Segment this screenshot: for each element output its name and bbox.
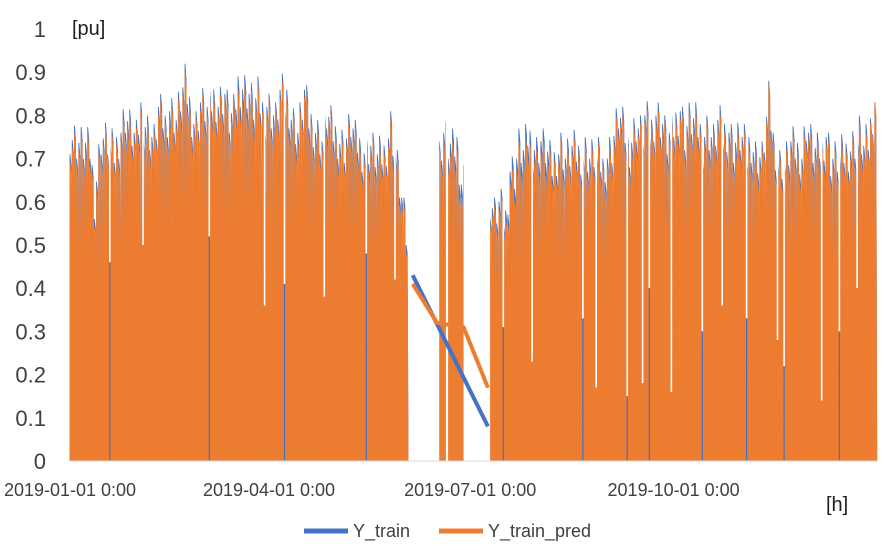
- y-axis-label: [pu]: [72, 18, 105, 40]
- gap-region: [445, 29, 449, 461]
- x-tick-label: 2019-10-01 0:00: [608, 480, 740, 500]
- dip-notch: [109, 29, 111, 263]
- dip-notch: [531, 29, 533, 362]
- series-line-y-train-pred: [411, 282, 490, 389]
- dip-notch: [595, 29, 597, 388]
- dip-notch: [721, 29, 723, 306]
- y-tick-label: 0.9: [15, 60, 46, 85]
- dip-notch: [745, 29, 748, 319]
- dip-notch: [502, 29, 505, 328]
- x-axis-label: [h]: [826, 494, 848, 516]
- y-tick-label: 1: [34, 17, 46, 42]
- y-tick-label: 0.2: [15, 363, 46, 388]
- axes: 0 0.1 0.2 0.3 0.4 0.5 0.6 0.7 0.8 0.9 1 2019-01-01 …: [4, 17, 877, 500]
- y-tick-label: 0.4: [15, 276, 46, 301]
- x-tick-label: 2019-07-01 0:00: [404, 480, 536, 500]
- dip-notch: [394, 29, 396, 280]
- gap-region: [410, 29, 440, 461]
- y-tick-label: 0.6: [15, 190, 46, 215]
- x-tick-label: 2019-01-01 0:00: [4, 480, 136, 500]
- dip-notch: [820, 29, 823, 401]
- dip-notch: [626, 29, 628, 397]
- legend-label-y-train: Y_train: [353, 521, 410, 542]
- dip-notch: [582, 29, 584, 319]
- dip-notch: [856, 29, 858, 289]
- legend: Y_train Y_train_pred: [304, 521, 591, 542]
- dip-notch: [323, 29, 326, 297]
- dip-notch: [365, 29, 368, 254]
- legend-label-y-train-pred: Y_train_pred: [488, 521, 591, 542]
- dip-notch: [142, 29, 144, 245]
- dip-notch: [838, 29, 841, 332]
- dip-notch: [208, 29, 211, 237]
- dip-notch: [641, 29, 644, 384]
- y-tick-label: 0: [34, 449, 46, 474]
- dip-notch: [283, 29, 286, 284]
- dip-notch: [701, 29, 704, 332]
- y-tick-label: 0.5: [15, 233, 46, 258]
- dip-notch: [648, 29, 651, 289]
- y-tick-label: 0.7: [15, 147, 46, 172]
- y-tick-label: 0.3: [15, 319, 46, 344]
- dip-notch: [670, 29, 673, 392]
- plot-area: [69, 29, 878, 462]
- dip-notch: [776, 29, 779, 340]
- y-tick-label: 0.1: [15, 406, 46, 431]
- gap-region: [463, 29, 491, 461]
- dip-notch: [783, 29, 785, 366]
- y-tick-label: 0.8: [15, 103, 46, 128]
- x-tick-label: 2019-04-01 0:00: [203, 480, 335, 500]
- dip-notch: [263, 29, 266, 306]
